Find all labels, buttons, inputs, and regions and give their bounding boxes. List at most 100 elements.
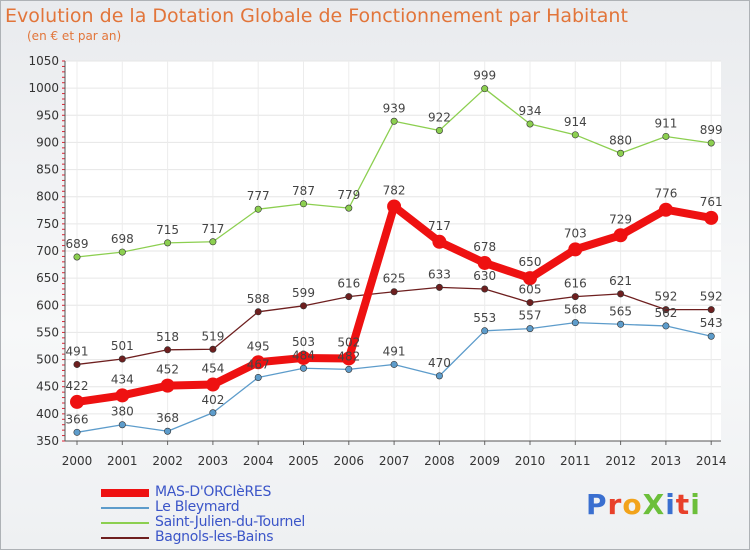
data-label: 776 <box>654 187 677 201</box>
data-label: 503 <box>292 335 315 349</box>
y-tick-label: 750 <box>36 217 59 231</box>
logo-letter: i <box>665 488 676 521</box>
y-tick-label: 800 <box>36 190 59 204</box>
data-label: 703 <box>564 226 587 240</box>
data-label: 518 <box>156 330 179 344</box>
legend-label: Saint-Julien-du-Tournel <box>155 514 305 530</box>
data-label: 543 <box>700 316 723 330</box>
logo-letter: r <box>607 488 623 521</box>
data-point <box>658 202 673 217</box>
data-label: 519 <box>201 329 224 343</box>
data-label: 366 <box>66 412 89 426</box>
data-label: 592 <box>654 290 677 304</box>
data-label: 922 <box>428 110 451 124</box>
data-label: 562 <box>654 306 677 320</box>
data-point <box>205 377 220 392</box>
x-tick-label: 2005 <box>288 454 319 468</box>
data-label: 625 <box>383 272 406 286</box>
data-point <box>164 346 172 354</box>
data-point <box>707 139 715 147</box>
x-tick-label: 2008 <box>424 454 455 468</box>
data-point <box>299 364 307 372</box>
y-tick-label: 400 <box>36 407 59 421</box>
data-point <box>254 205 262 213</box>
x-tick-label: 2007 <box>379 454 410 468</box>
data-point <box>299 302 307 310</box>
data-point <box>164 239 172 247</box>
data-label: 422 <box>66 379 89 393</box>
data-label: 633 <box>428 267 451 281</box>
data-label: 565 <box>609 304 632 318</box>
data-label: 592 <box>700 290 723 304</box>
logo-letter: P <box>586 488 608 521</box>
data-point <box>617 149 625 157</box>
y-tick-label: 450 <box>36 380 59 394</box>
y-tick-label: 950 <box>36 108 59 122</box>
legend-swatch <box>101 522 149 524</box>
data-label: 934 <box>519 104 542 118</box>
data-label: 380 <box>111 405 134 419</box>
x-tick-label: 2010 <box>515 454 546 468</box>
logo-letter: t <box>675 488 691 521</box>
data-point <box>296 350 311 365</box>
data-point <box>73 360 81 368</box>
legend-label: Bagnols-les-Bains <box>155 529 274 545</box>
data-point <box>568 242 583 257</box>
data-point <box>571 293 579 301</box>
proxiti-logo: ProXiti <box>586 488 701 521</box>
data-point <box>435 283 443 291</box>
data-label: 779 <box>337 188 360 202</box>
data-label: 729 <box>609 212 632 226</box>
data-point <box>704 210 719 225</box>
data-point <box>523 271 537 286</box>
data-point <box>73 253 81 261</box>
data-label: 880 <box>609 133 632 147</box>
data-label: 717 <box>201 222 224 236</box>
data-label: 452 <box>156 363 179 377</box>
data-label: 787 <box>292 184 315 198</box>
data-label: 501 <box>111 339 134 353</box>
y-tick-label: 350 <box>36 434 59 448</box>
data-label: 630 <box>473 269 496 283</box>
data-label: 678 <box>473 240 496 254</box>
y-tick-label: 1050 <box>28 54 59 68</box>
data-label: 495 <box>247 339 270 353</box>
data-point <box>118 421 126 429</box>
data-label: 999 <box>473 69 496 83</box>
y-tick-label: 850 <box>36 163 59 177</box>
data-point <box>481 285 489 293</box>
data-point <box>571 319 579 327</box>
x-tick-label: 2006 <box>334 454 365 468</box>
data-label: 482 <box>337 349 360 363</box>
data-label: 467 <box>247 357 270 371</box>
data-point <box>435 372 443 380</box>
data-point <box>209 238 217 246</box>
chart-subtitle: (en € et par an) <box>27 29 122 43</box>
data-label: 454 <box>201 362 224 376</box>
x-tick-label: 2012 <box>605 454 636 468</box>
legend-label: MAS-D'ORCIèRES <box>155 484 272 500</box>
data-label: 599 <box>292 286 315 300</box>
data-label: 557 <box>519 309 542 323</box>
data-point <box>254 308 262 316</box>
x-tick-label: 2000 <box>62 454 93 468</box>
legend-swatch <box>101 489 149 497</box>
data-label: 717 <box>428 219 451 233</box>
y-tick-label: 550 <box>36 325 59 339</box>
data-point <box>662 132 670 140</box>
data-point <box>571 131 579 139</box>
data-point <box>251 355 266 370</box>
data-point <box>617 290 625 298</box>
data-point <box>432 234 447 249</box>
data-point <box>115 388 130 403</box>
logo-letter: o <box>622 488 643 521</box>
data-point <box>613 228 628 243</box>
data-label: 616 <box>564 277 587 291</box>
data-point <box>209 409 217 417</box>
data-label: 777 <box>247 189 270 203</box>
data-label: 491 <box>66 344 89 358</box>
data-point <box>526 325 534 333</box>
x-tick-label: 2002 <box>152 454 183 468</box>
data-label: 568 <box>564 303 587 317</box>
